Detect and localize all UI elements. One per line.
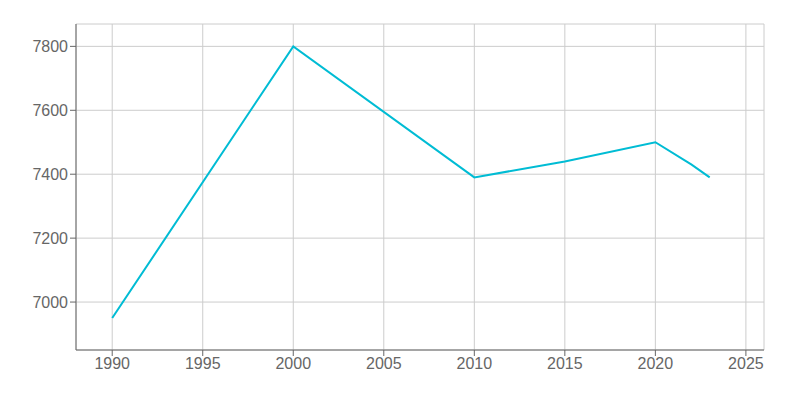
svg-text:7000: 7000 bbox=[32, 294, 68, 311]
svg-text:7800: 7800 bbox=[32, 38, 68, 55]
svg-text:7400: 7400 bbox=[32, 166, 68, 183]
svg-text:2005: 2005 bbox=[366, 355, 402, 372]
svg-text:2010: 2010 bbox=[457, 355, 493, 372]
svg-text:7600: 7600 bbox=[32, 102, 68, 119]
svg-text:1990: 1990 bbox=[94, 355, 130, 372]
svg-text:1995: 1995 bbox=[185, 355, 221, 372]
svg-text:2000: 2000 bbox=[275, 355, 311, 372]
svg-text:2020: 2020 bbox=[638, 355, 674, 372]
svg-text:2015: 2015 bbox=[547, 355, 583, 372]
svg-text:2025: 2025 bbox=[728, 355, 764, 372]
svg-text:7200: 7200 bbox=[32, 230, 68, 247]
